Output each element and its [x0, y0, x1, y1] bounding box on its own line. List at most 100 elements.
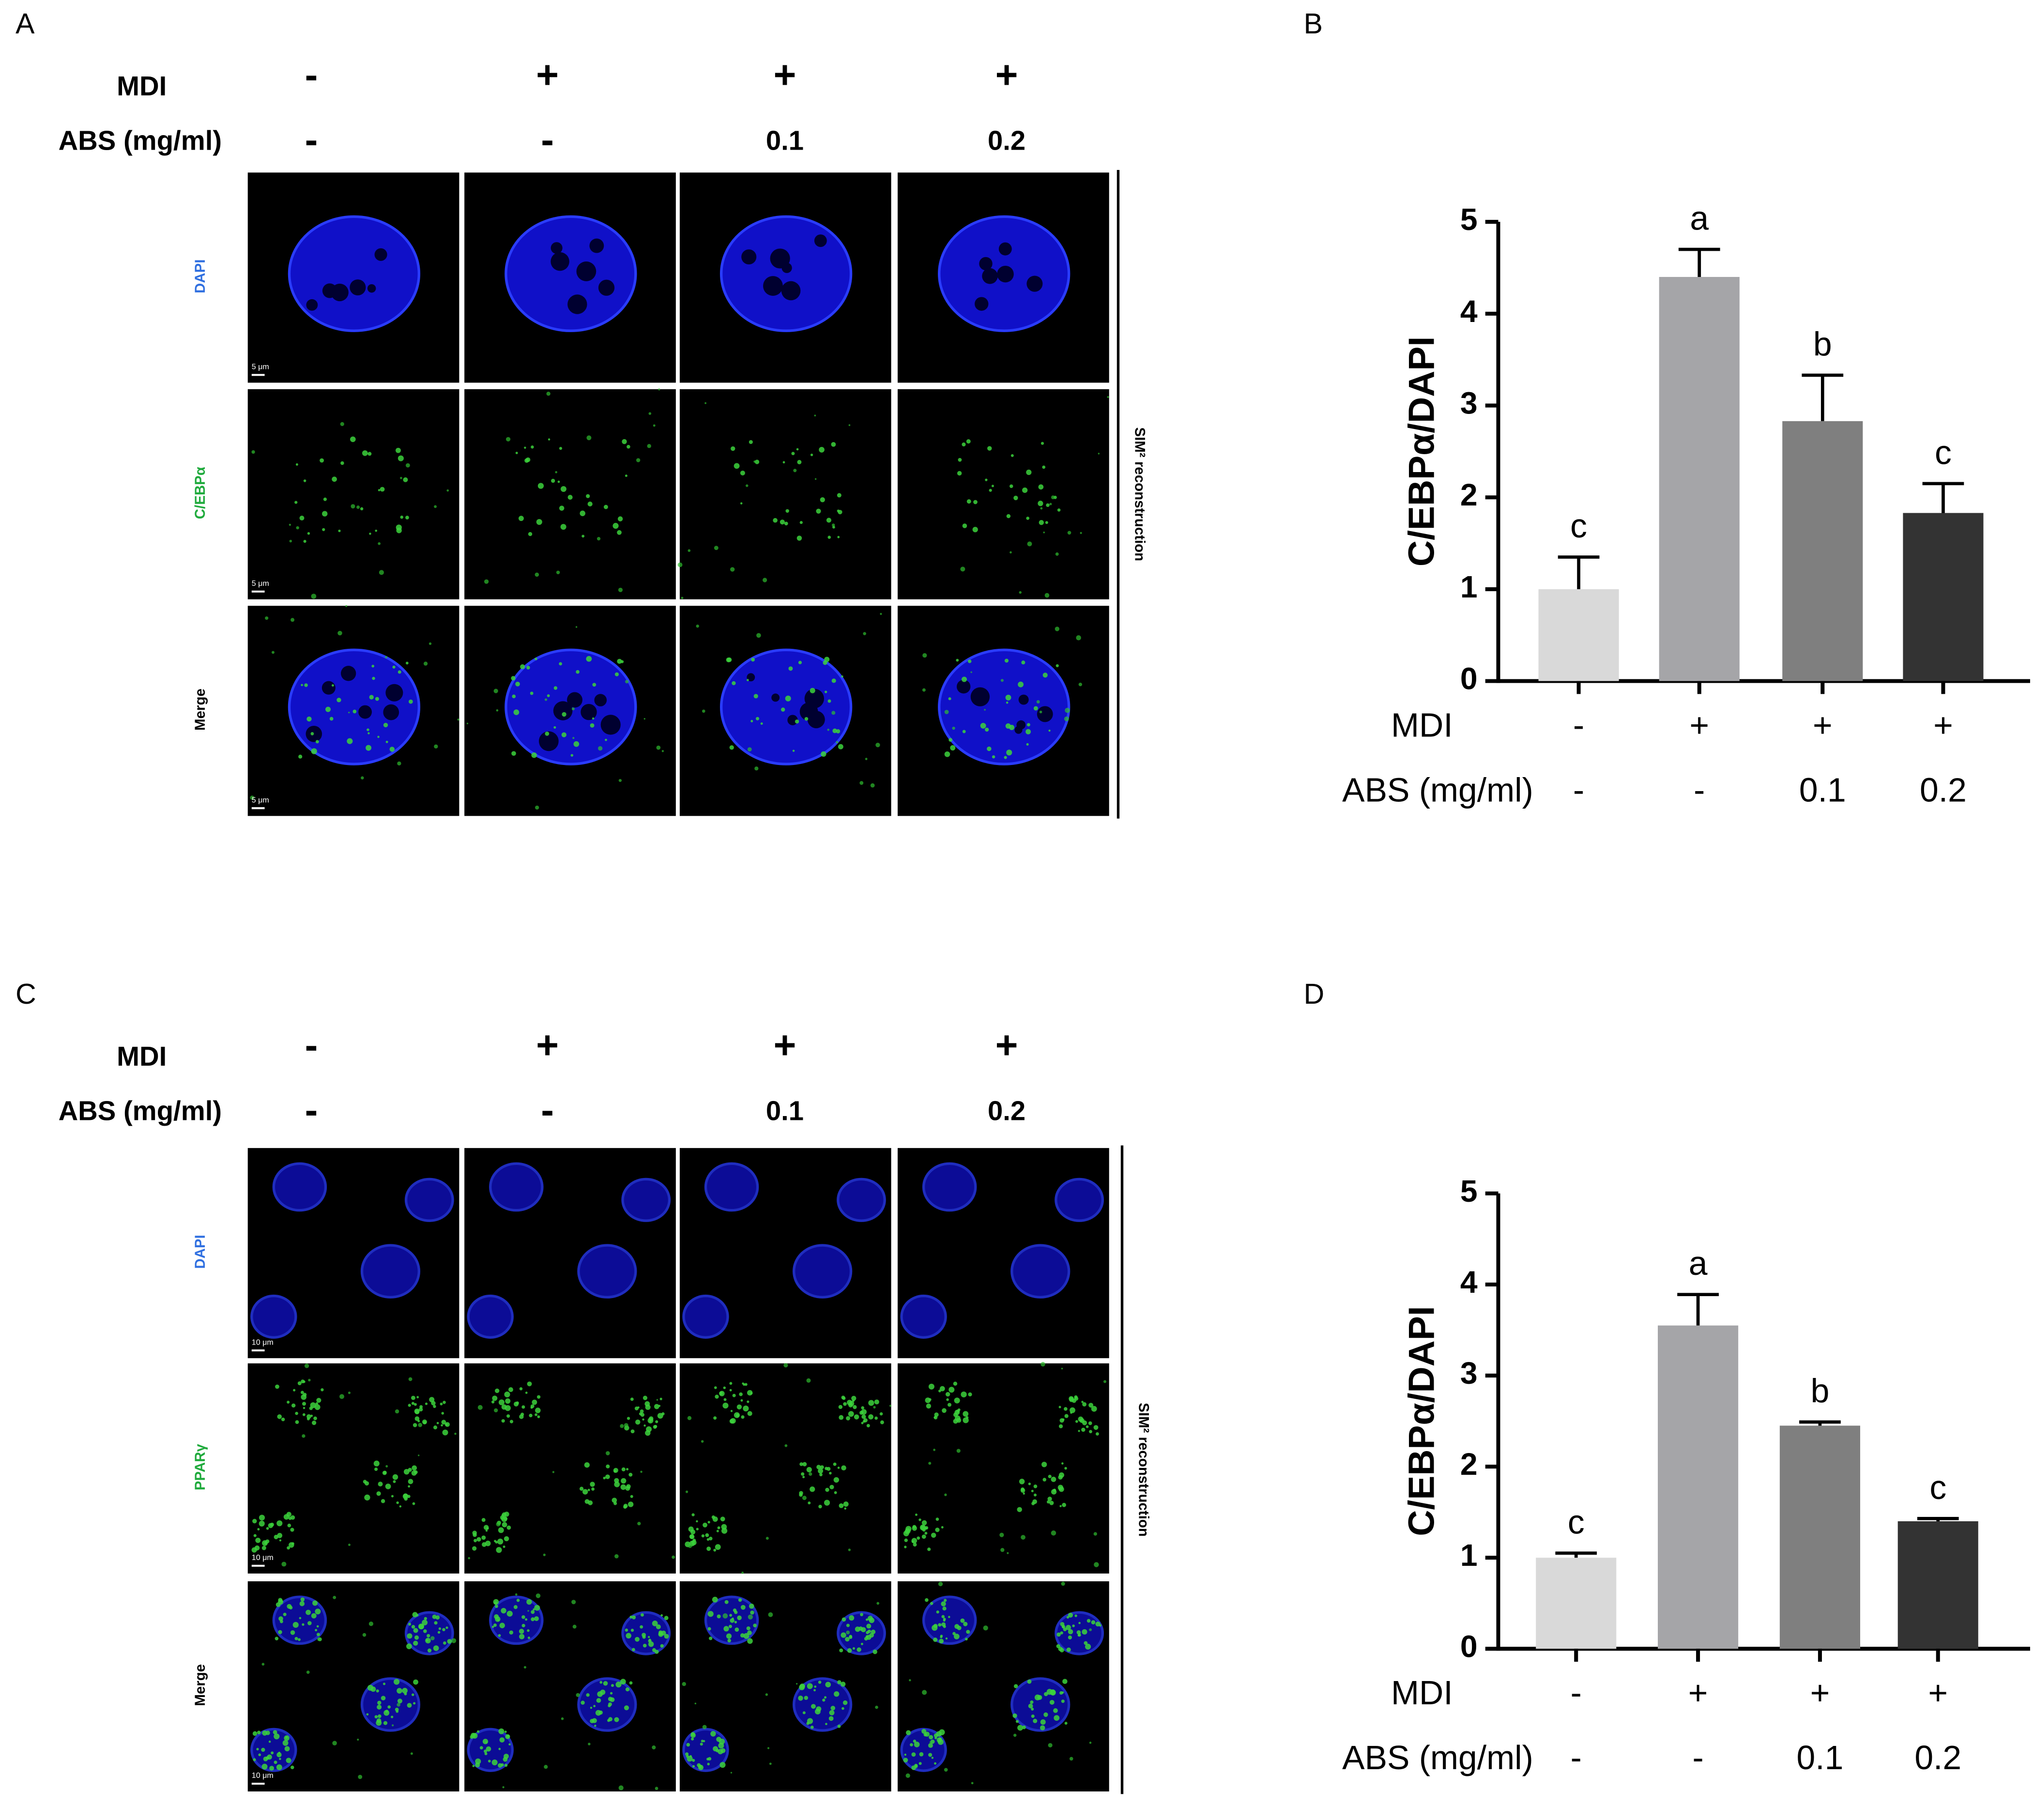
signal-dot [294, 1636, 298, 1640]
signal-dot [451, 1638, 457, 1643]
signal-dot [1095, 1432, 1099, 1436]
signal-dot [625, 680, 629, 684]
signal-dot [468, 1557, 471, 1560]
signal-dot [963, 1417, 969, 1423]
signal-dot [942, 1408, 947, 1413]
signal-dot [350, 436, 356, 443]
signal-dot [367, 452, 372, 456]
condition-value: - [1692, 1739, 1703, 1776]
signal-dot [1069, 1397, 1074, 1402]
signal-dot [562, 712, 566, 717]
signal-dot [515, 682, 520, 687]
signal-dot [941, 1601, 946, 1606]
abs-value: - [541, 118, 554, 162]
signal-dot [862, 1420, 866, 1423]
signal-dot [659, 1397, 662, 1400]
signal-dot [253, 1534, 257, 1537]
signal-dot [972, 527, 978, 533]
signal-dot [376, 1718, 382, 1723]
signal-dot [944, 1599, 947, 1602]
signal-dot [1046, 503, 1050, 507]
signal-dot [1028, 1483, 1031, 1485]
bar [1536, 1558, 1617, 1649]
signal-dot [521, 1615, 525, 1619]
signal-dot [1004, 756, 1007, 759]
signal-dot [1086, 1425, 1089, 1428]
signal-dot [712, 1596, 718, 1603]
signal-dot [1074, 1614, 1077, 1617]
signal-dot [1033, 1718, 1038, 1723]
signal-dot [405, 516, 409, 520]
signal-dot [688, 1544, 692, 1548]
signal-dot [1089, 1628, 1092, 1632]
signal-dot [441, 1424, 443, 1427]
signal-dot [297, 1381, 302, 1386]
signal-dot [1049, 503, 1052, 505]
signal-dot [656, 1399, 658, 1401]
signal-dot [519, 1387, 523, 1391]
signal-dot [824, 1499, 830, 1506]
signal-dot [780, 707, 785, 712]
signal-dot [935, 1528, 940, 1532]
y-tick-label: 5 [1460, 202, 1478, 237]
signal-dot [747, 1400, 749, 1403]
signal-dot [535, 1593, 541, 1598]
signal-dot [466, 722, 469, 724]
signal-dot [696, 624, 699, 628]
condition-value: 0.1 [1799, 771, 1846, 809]
signal-dot [875, 1705, 878, 1709]
signal-dot [635, 1419, 641, 1425]
signal-dot [576, 670, 580, 674]
nucleus [489, 1162, 544, 1212]
signal-dot [360, 507, 364, 511]
signal-dot [413, 1470, 418, 1474]
signal-dot [1059, 1505, 1062, 1507]
signal-dot [970, 671, 972, 673]
signal-dot [1068, 1629, 1073, 1635]
signal-dot [928, 1398, 932, 1401]
signal-dot [508, 1743, 511, 1745]
signal-dot [302, 1623, 305, 1626]
signal-dot [706, 1758, 709, 1761]
signal-dot [630, 1429, 635, 1434]
signal-dot [928, 1753, 933, 1757]
signal-dot [331, 684, 334, 687]
signal-dot [587, 1488, 590, 1491]
signal-dot [482, 1542, 487, 1547]
signal-dot [954, 1397, 960, 1404]
signal-dot [782, 461, 785, 464]
signal-dot [686, 1755, 689, 1758]
signal-dot [930, 1602, 933, 1605]
signal-dot [704, 402, 707, 404]
signal-dot [734, 1627, 739, 1632]
signal-dot [939, 1638, 944, 1644]
signal-dot [345, 605, 348, 607]
signal-dot [413, 1423, 417, 1427]
signal-dot [845, 1636, 850, 1642]
signal-dot [1031, 1501, 1035, 1505]
signal-dot [395, 1409, 399, 1414]
signal-dot [648, 412, 652, 415]
signal-dot [1006, 514, 1011, 519]
signal-dot [785, 695, 791, 702]
signal-dot [925, 1526, 929, 1530]
signal-dot [392, 1474, 398, 1480]
signal-dot [590, 723, 595, 728]
signal-dot [610, 1697, 615, 1702]
signal-dot [412, 1502, 415, 1505]
significance-letter: c [1568, 1503, 1585, 1541]
signal-dot [904, 1545, 907, 1548]
signal-dot [599, 1681, 603, 1684]
signal-dot [740, 1605, 746, 1610]
nucleus [704, 1162, 759, 1212]
signal-dot [1039, 520, 1044, 525]
signal-dot [526, 1599, 532, 1605]
signal-dot [658, 1630, 663, 1635]
signal-dot [271, 1751, 274, 1755]
signal-dot [866, 1623, 872, 1629]
scale-bar-label: 5 μm [252, 795, 269, 804]
signal-dot [519, 1634, 525, 1639]
signal-dot [948, 1387, 955, 1393]
signal-dot [316, 1633, 320, 1636]
signal-dot [1012, 1713, 1017, 1718]
